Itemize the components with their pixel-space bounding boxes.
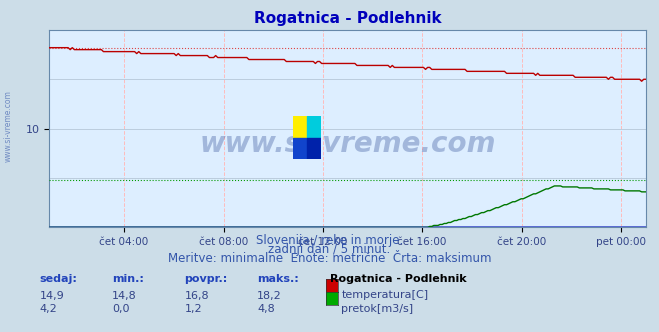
- Text: 0,0: 0,0: [112, 304, 130, 314]
- Text: www.si-vreme.com: www.si-vreme.com: [200, 130, 496, 158]
- Text: povpr.:: povpr.:: [185, 274, 228, 284]
- Title: Rogatnica - Podlehnik: Rogatnica - Podlehnik: [254, 11, 442, 26]
- Bar: [293, 116, 307, 138]
- Text: 4,2: 4,2: [40, 304, 57, 314]
- Text: pretok[m3/s]: pretok[m3/s]: [341, 304, 413, 314]
- Text: 14,9: 14,9: [40, 290, 65, 300]
- Text: 16,8: 16,8: [185, 290, 209, 300]
- Text: min.:: min.:: [112, 274, 144, 284]
- Bar: [307, 116, 321, 138]
- Text: 1,2: 1,2: [185, 304, 202, 314]
- Text: www.si-vreme.com: www.si-vreme.com: [3, 90, 13, 162]
- Bar: [307, 138, 321, 159]
- Bar: [293, 138, 307, 159]
- Text: 4,8: 4,8: [257, 304, 275, 314]
- Text: 14,8: 14,8: [112, 290, 137, 300]
- Text: 18,2: 18,2: [257, 290, 282, 300]
- Text: zadnji dan / 5 minut.: zadnji dan / 5 minut.: [268, 243, 391, 256]
- Text: Slovenija / reke in morje.: Slovenija / reke in morje.: [256, 234, 403, 247]
- Text: Meritve: minimalne  Enote: metrične  Črta: maksimum: Meritve: minimalne Enote: metrične Črta:…: [168, 252, 491, 265]
- Text: sedaj:: sedaj:: [40, 274, 77, 284]
- Text: Rogatnica - Podlehnik: Rogatnica - Podlehnik: [330, 274, 466, 284]
- Text: temperatura[C]: temperatura[C]: [341, 290, 428, 300]
- Text: maks.:: maks.:: [257, 274, 299, 284]
